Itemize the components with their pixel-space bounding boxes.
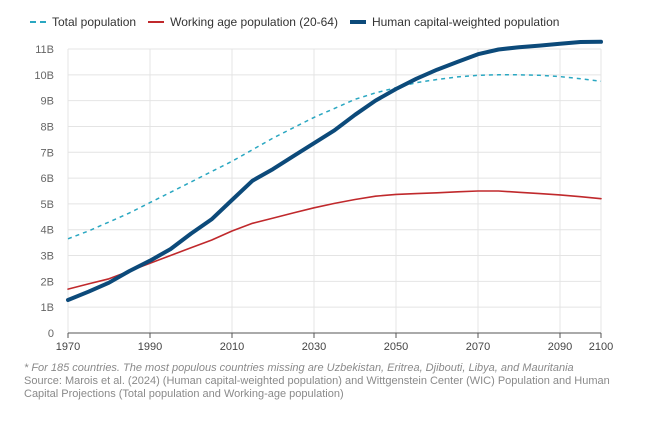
legend-label-human-capital-population: Human capital-weighted population [371, 15, 560, 29]
y-gridlines [68, 48, 601, 308]
chart-notes: * For 185 countries. The most populous c… [24, 362, 624, 401]
legend-item-working-age-population: Working age population (20-64) [148, 15, 338, 29]
legend-label-working-age-population: Working age population (20-64) [170, 15, 338, 29]
x-tick-label: 2030 [302, 341, 326, 353]
source-note: Source: Marois et al. (2024) (Human capi… [24, 375, 610, 400]
x-axis [67, 332, 602, 338]
y-tick-label: 1B [41, 302, 54, 314]
series-line-0 [67, 74, 602, 240]
y-tick-label: 10B [34, 70, 54, 82]
y-axis-tick-labels: 0 1B 2B 3B 4B 5B 6B 7B 8B 9B 10B 11B [34, 44, 54, 340]
y-tick-label: 3B [41, 251, 54, 263]
y-tick-label: 9B [41, 96, 54, 108]
y-tick-label: 2B [41, 276, 54, 288]
x-tick-label: 2090 [548, 341, 572, 353]
x-tick-label: 1970 [56, 341, 80, 353]
series-line-2 [66, 39, 603, 302]
y-tick-label: 8B [41, 121, 54, 133]
x-tick-label: 2100 [589, 341, 613, 353]
series-lines [66, 39, 603, 302]
y-tick-label: 4B [41, 225, 54, 237]
x-tick-label: 2050 [384, 341, 408, 353]
x-gridlines [67, 49, 602, 333]
y-tick-label: 6B [41, 173, 54, 185]
x-tick-label: 2010 [220, 341, 244, 353]
chart-legend: Total population Working age population … [30, 13, 571, 31]
line-chart: 0 1B 2B 3B 4B 5B 6B 7B 8B 9B 10B 11B 1970 1990 2010 20… [34, 39, 613, 353]
legend-label-total-population: Total population [52, 15, 137, 29]
legend-item-human-capital-population: Human capital-weighted population [349, 15, 560, 29]
y-tick-label: 7B [41, 147, 54, 159]
x-axis-tick-labels: 1970 1990 2010 2030 2050 2070 2090 2100 [56, 341, 613, 353]
y-tick-label: 5B [41, 199, 54, 211]
y-tick-label: 0 [48, 328, 54, 340]
x-tick-label: 1990 [138, 341, 162, 353]
legend-swatch-working-age-population [148, 21, 165, 23]
series-line-1 [67, 190, 602, 290]
legend-swatch-human-capital-population [349, 20, 366, 24]
y-tick-label: 11B [35, 44, 54, 56]
legend-item-total-population: Total population [30, 15, 136, 29]
legend-swatch-total-population [30, 21, 46, 23]
footnote: * For 185 countries. The most populous c… [24, 362, 574, 374]
x-tick-label: 2070 [466, 341, 490, 353]
